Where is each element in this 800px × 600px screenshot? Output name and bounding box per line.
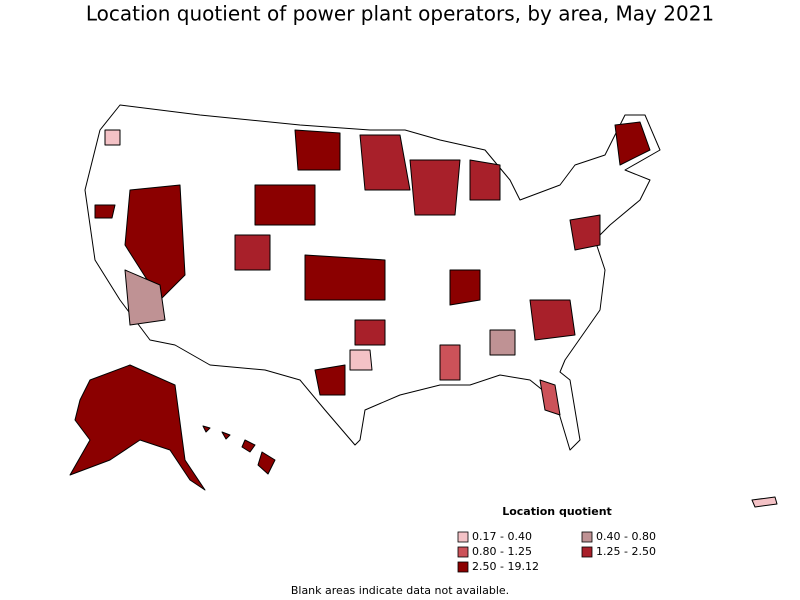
area — [104, 129, 121, 146]
legend-swatch — [457, 531, 469, 543]
area — [254, 184, 316, 226]
area — [359, 134, 411, 191]
area — [409, 159, 461, 216]
legend-swatch — [457, 561, 469, 573]
area — [304, 254, 386, 301]
hawaii — [257, 451, 276, 475]
area — [439, 344, 461, 381]
legend-title: Location quotient — [502, 505, 612, 518]
legend-swatch — [581, 546, 593, 558]
area — [489, 329, 516, 356]
legend-label: 0.17 - 0.40 — [472, 530, 532, 543]
legend-swatch — [581, 531, 593, 543]
area — [449, 269, 481, 306]
area — [469, 159, 501, 201]
area — [234, 234, 271, 271]
area — [349, 349, 373, 371]
area — [314, 364, 346, 396]
alaska — [69, 364, 206, 491]
hawaii — [202, 425, 211, 433]
puerto-rico — [751, 496, 778, 508]
hawaii — [221, 431, 231, 440]
map — [69, 104, 778, 508]
area — [354, 319, 386, 346]
footnote: Blank areas indicate data not available. — [291, 584, 509, 597]
area — [569, 214, 601, 251]
legend-label: 0.80 - 1.25 — [472, 545, 532, 558]
area — [614, 121, 651, 166]
hawaii — [241, 439, 256, 453]
legend-label: 0.40 - 0.80 — [596, 530, 656, 543]
title: Location quotient of power plant operato… — [86, 2, 714, 26]
area — [539, 379, 561, 416]
area — [94, 204, 116, 219]
area — [294, 129, 341, 171]
legend-label: 2.50 - 19.12 — [472, 560, 539, 573]
area — [529, 299, 576, 341]
area — [124, 184, 186, 301]
area — [124, 269, 166, 326]
legend-label: 1.25 - 2.50 — [596, 545, 656, 558]
legend-swatch — [457, 546, 469, 558]
legend: 0.17 - 0.40 0.40 - 0.80 0.80 - 1.25 1.25 - … — [457, 530, 656, 573]
